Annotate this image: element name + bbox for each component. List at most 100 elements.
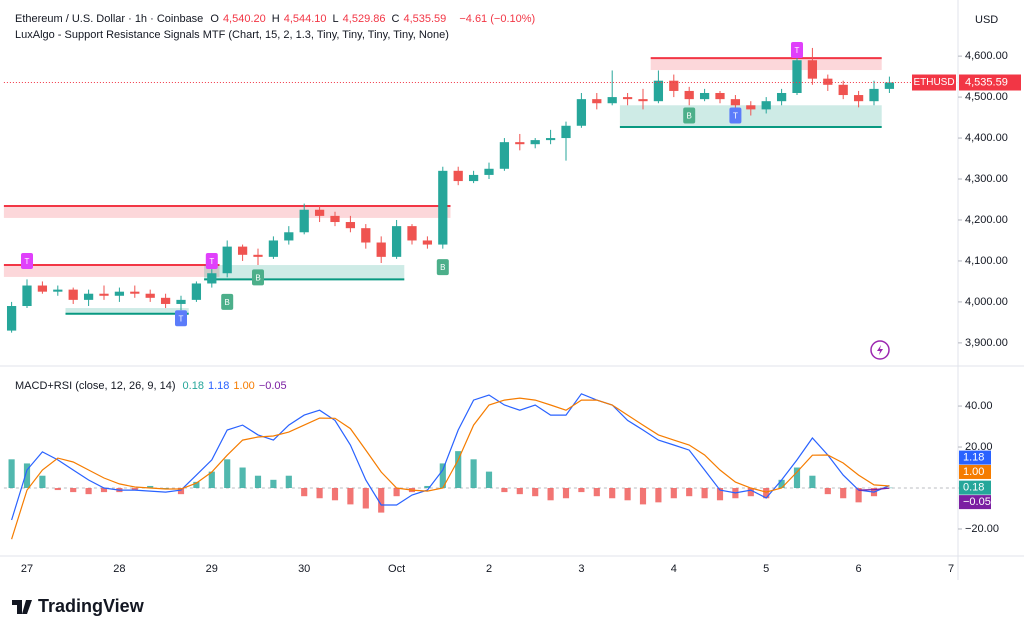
candle-body <box>253 254 263 257</box>
y-tick-label: 4,400.00 <box>965 132 1008 144</box>
ohlc-label: L <box>332 13 339 25</box>
histogram-bar <box>855 488 862 503</box>
candle-body <box>438 170 448 245</box>
histogram-bar <box>362 488 369 509</box>
candle-body <box>730 99 741 106</box>
histogram-bar <box>331 488 339 501</box>
histogram-bar <box>547 488 554 501</box>
signal-label <box>205 252 218 269</box>
y-tick-label: 40.00 <box>965 400 993 412</box>
histogram-bar <box>193 481 200 489</box>
candle-body <box>345 222 356 229</box>
histogram-bar <box>501 488 508 493</box>
header: Ethereum / U.S. Dollar · 1h · Coinbase O… <box>15 13 539 25</box>
histogram-bar <box>701 488 708 499</box>
candle-body <box>761 101 771 110</box>
ohlc-label: H <box>271 13 280 25</box>
series-line <box>858 487 890 491</box>
candle-body <box>37 285 48 292</box>
series-line <box>11 397 890 540</box>
histogram-bar <box>285 475 292 489</box>
x-tick-label: 5 <box>763 563 769 575</box>
indicator-legend: MACD+RSI (close, 12, 26, 9, 14) 0.18 1.18… <box>15 380 291 392</box>
histogram-bar <box>485 471 493 489</box>
value-tag: −0.05 <box>959 495 991 510</box>
candle-body <box>191 283 202 300</box>
candle-body <box>422 240 433 245</box>
price-tag <box>959 74 1021 91</box>
histogram-bar <box>840 488 847 499</box>
candle-body <box>407 226 417 241</box>
candle-body <box>83 293 94 300</box>
logo <box>12 600 32 614</box>
value-tag-text: 1.18 <box>963 451 984 463</box>
candle-body <box>561 125 571 139</box>
candle-body <box>653 80 664 102</box>
legend-value: 1.00 <box>233 380 255 392</box>
histogram-bar <box>578 488 585 493</box>
legend-value: −0.05 <box>258 380 287 392</box>
histogram-bar <box>70 488 77 493</box>
x-tick-label: 30 <box>298 563 310 575</box>
candle-body <box>391 226 402 257</box>
signal-text: B <box>225 298 230 307</box>
histogram-bar <box>301 488 308 497</box>
histogram-bar <box>793 467 801 489</box>
histogram-bar <box>254 475 262 489</box>
histogram-bar <box>131 488 138 491</box>
currency: USD <box>975 14 998 26</box>
histogram-bar <box>23 463 31 489</box>
histogram-bar <box>177 488 185 495</box>
candle-body <box>746 105 756 110</box>
histogram-bar <box>162 488 169 489</box>
brand: TradingView <box>38 596 145 616</box>
histogram-bar <box>763 488 770 499</box>
ohlc: O 4,540.20 H 4,544.10 L 4,529.86 C 4,535.59 <box>210 13 452 25</box>
candle-body <box>6 306 17 331</box>
candle-body <box>176 299 186 304</box>
x-tick-label: 7 <box>948 563 954 575</box>
ohlc-label: O <box>210 13 219 25</box>
candle-body <box>545 138 556 141</box>
candle-body <box>453 170 463 182</box>
signal-text: T <box>795 46 800 55</box>
candle-body <box>530 140 540 145</box>
value-tag: 1.18 <box>959 450 991 465</box>
histogram-bar <box>886 487 893 489</box>
histogram-bar <box>439 463 446 489</box>
histogram-bar <box>316 488 323 499</box>
x-tick-label: 6 <box>856 563 862 575</box>
x-tick-label: 27 <box>21 563 33 575</box>
y-tick-label: 4,100.00 <box>965 255 1008 267</box>
candle-body <box>607 97 617 104</box>
histogram-bar <box>455 451 462 489</box>
y-tick-label: 4,600.00 <box>965 50 1008 62</box>
candle-body <box>207 273 217 284</box>
candle-body <box>869 88 879 102</box>
candle-body <box>314 209 325 216</box>
histogram-bar <box>778 479 785 489</box>
signal-text: T <box>733 112 738 121</box>
value-tag-box <box>959 450 991 465</box>
candle-body <box>776 92 787 102</box>
indicator: LuxAlgo - Support Resistance Signals MTF… <box>15 29 449 41</box>
change: −4.61 (−0.10%) <box>459 13 536 25</box>
signal-label <box>175 310 187 327</box>
histogram-bar <box>8 459 15 489</box>
candle-body <box>515 142 525 145</box>
histogram-bar <box>208 471 215 489</box>
candle-body <box>268 240 279 257</box>
histogram-bar <box>809 475 816 489</box>
signal-text: B <box>687 112 692 121</box>
signal-text: B <box>440 263 445 272</box>
x-tick-label: 4 <box>671 563 677 575</box>
candle-body <box>99 293 109 296</box>
candle-body <box>699 92 710 100</box>
candle-body <box>114 291 125 296</box>
histogram-bar <box>239 467 246 489</box>
symbol-tag <box>912 74 956 91</box>
zone <box>204 265 405 280</box>
x-tick-label: Oct <box>388 563 405 575</box>
histogram-bar <box>270 479 277 489</box>
